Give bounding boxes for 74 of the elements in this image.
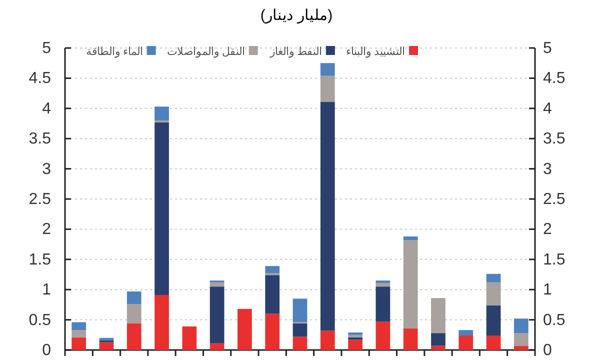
- bar: [210, 343, 224, 350]
- bar: [458, 330, 474, 336]
- bar: [514, 346, 528, 350]
- bar: [486, 282, 501, 306]
- y2-tick-label: 4.5: [543, 70, 566, 88]
- bar: [514, 333, 528, 346]
- bar: [210, 282, 224, 287]
- bar: [292, 323, 308, 337]
- y-tick-label: 2: [42, 221, 52, 238]
- bar: [431, 346, 446, 350]
- y2-tick-label: 3: [543, 160, 552, 178]
- y-tick-label: 4.5: [28, 70, 52, 88]
- bar: [376, 282, 390, 287]
- bar: [99, 338, 114, 340]
- bar: [320, 102, 335, 331]
- bar: [182, 326, 197, 350]
- bar: [348, 340, 362, 350]
- bar: [348, 334, 362, 338]
- bar: [320, 63, 335, 76]
- y-tick-label: 2.5: [28, 191, 52, 208]
- bar: [348, 332, 362, 335]
- bar: [154, 295, 169, 350]
- y-tick-label: 3.5: [28, 130, 52, 148]
- bar: [126, 291, 142, 304]
- bar: [514, 318, 528, 334]
- bar: [72, 337, 86, 350]
- y2-tick-label: 3.5: [543, 130, 566, 148]
- y-tick-label: 0: [42, 342, 52, 359]
- y2-tick-label: 0.5: [543, 312, 566, 329]
- y-tick-label: 3: [42, 160, 52, 178]
- y2-tick-label: 0: [543, 342, 552, 359]
- bar: [486, 305, 501, 336]
- bar: [403, 236, 418, 240]
- y-tick-label: 0.5: [28, 312, 52, 329]
- bar: [458, 336, 474, 350]
- bar: [403, 240, 418, 328]
- bar: [320, 330, 335, 350]
- bar: [486, 274, 501, 282]
- bar: [320, 76, 335, 102]
- legend-label: النفط والغاز: [268, 46, 322, 58]
- bar: [292, 298, 308, 322]
- y2-tick-label: 1.5: [543, 251, 566, 268]
- bar: [292, 336, 308, 350]
- bar: [486, 336, 501, 350]
- bar: [154, 122, 169, 296]
- bar: [431, 298, 446, 334]
- bar: [72, 330, 86, 338]
- y-tick-label: 1: [42, 282, 52, 299]
- legend-label: النقل والمواصلات: [166, 46, 245, 58]
- y-tick-label: 4: [42, 100, 52, 118]
- chart-title: (مليار دينار): [260, 7, 333, 24]
- bar: [154, 106, 169, 120]
- bar: [126, 304, 142, 324]
- y2-tick-label: 1: [543, 282, 552, 299]
- bar: [210, 286, 224, 344]
- y-tick-label: 1.5: [28, 251, 52, 268]
- bar: [99, 342, 114, 350]
- legend-label: التشييد والبناء: [346, 46, 405, 58]
- bar: [238, 308, 252, 350]
- bar: [376, 286, 390, 322]
- y-tick-label: 5: [42, 40, 52, 57]
- y2-tick-label: 4: [543, 100, 552, 118]
- bar: [126, 323, 142, 350]
- y2-tick-label: 2: [543, 221, 552, 238]
- bar: [403, 328, 418, 350]
- bar: [376, 322, 390, 350]
- bar: [265, 314, 280, 350]
- bar: [265, 266, 280, 274]
- bar: [431, 333, 446, 346]
- bar: [72, 322, 86, 330]
- y2-tick-label: 2.5: [543, 191, 566, 208]
- bar: [265, 275, 280, 314]
- y2-tick-label: 5: [543, 40, 552, 57]
- legend-label: الماء والطاقة: [86, 46, 143, 58]
